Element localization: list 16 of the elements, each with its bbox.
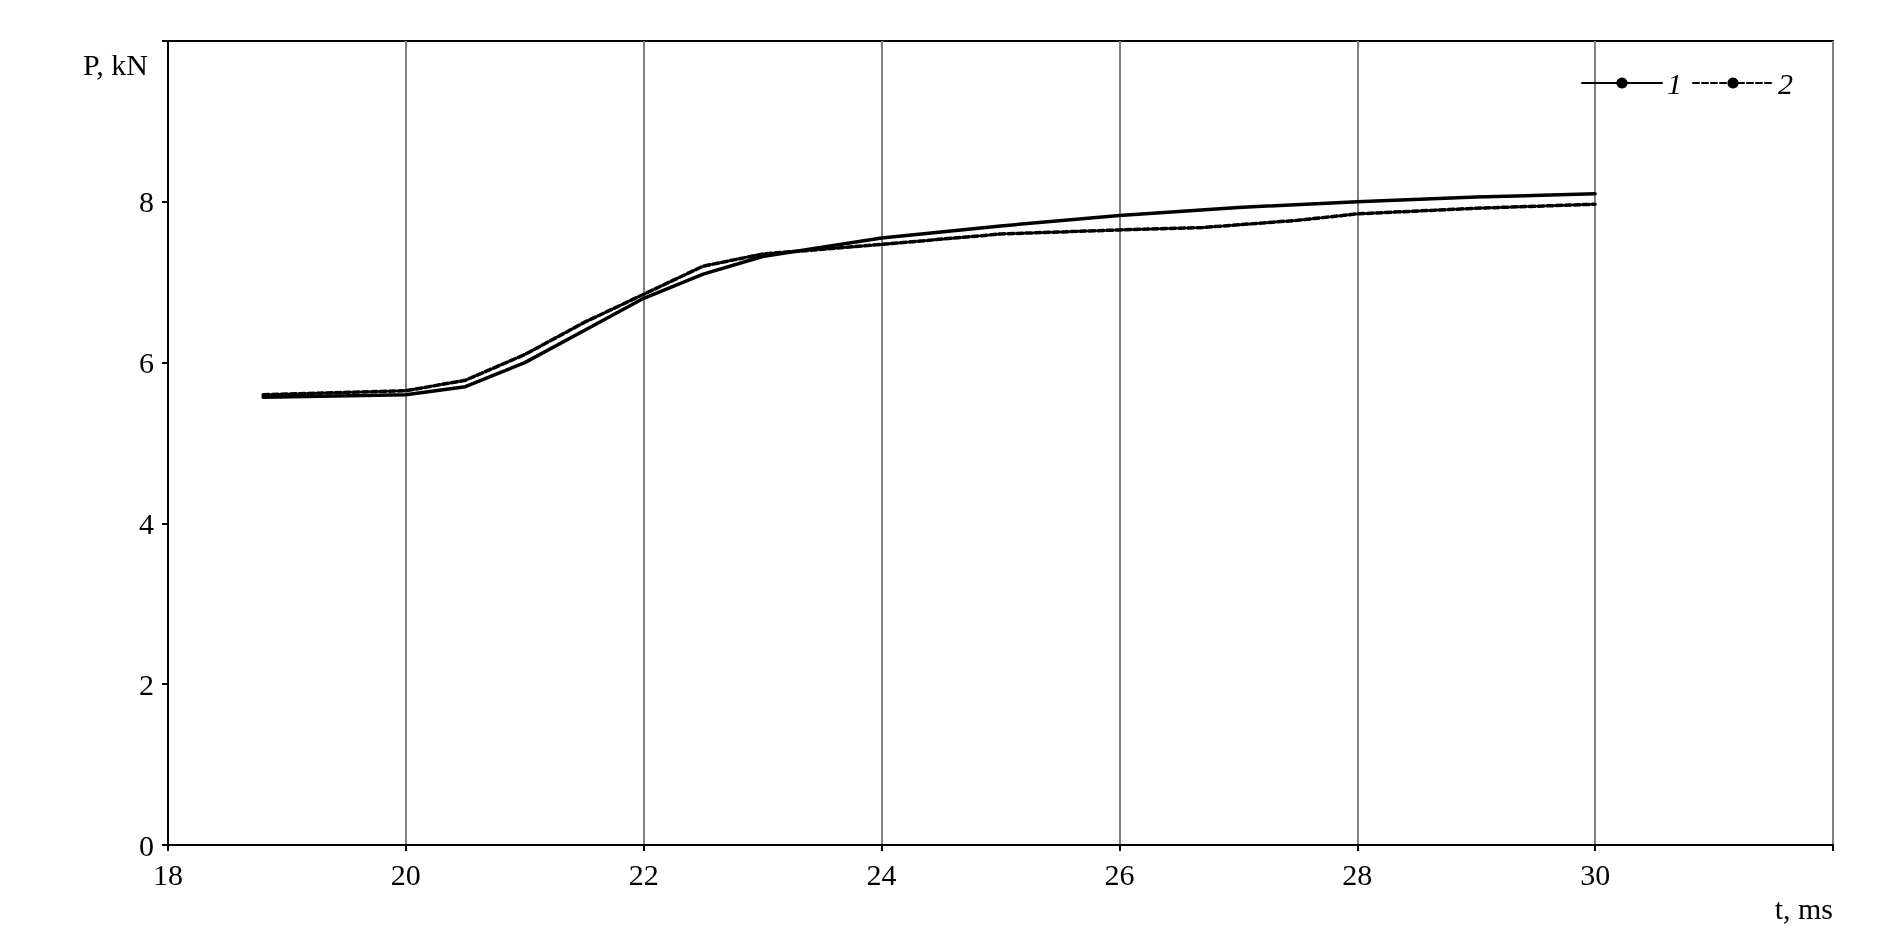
x-axis-title: t, ms — [1774, 891, 1833, 925]
y-tick-label: 6 — [139, 346, 154, 380]
x-tick-label: 18 — [153, 857, 183, 891]
x-tick-label: 26 — [1104, 857, 1135, 891]
y-tick-label: 4 — [139, 506, 154, 540]
x-tick-label: 30 — [1580, 857, 1611, 891]
x-tick-label: 22 — [628, 857, 659, 891]
legend-label: 2 — [1778, 66, 1793, 100]
y-tick-label: 0 — [139, 828, 154, 862]
y-axis-title: P, kN — [82, 47, 148, 81]
x-tick-label: 20 — [390, 857, 421, 891]
legend-label: 1 — [1667, 66, 1682, 100]
y-tick-label: 8 — [139, 185, 154, 219]
y-tick-label: 2 — [139, 667, 154, 701]
x-tick-label: 28 — [1342, 857, 1373, 891]
x-tick-label: 24 — [866, 857, 897, 891]
